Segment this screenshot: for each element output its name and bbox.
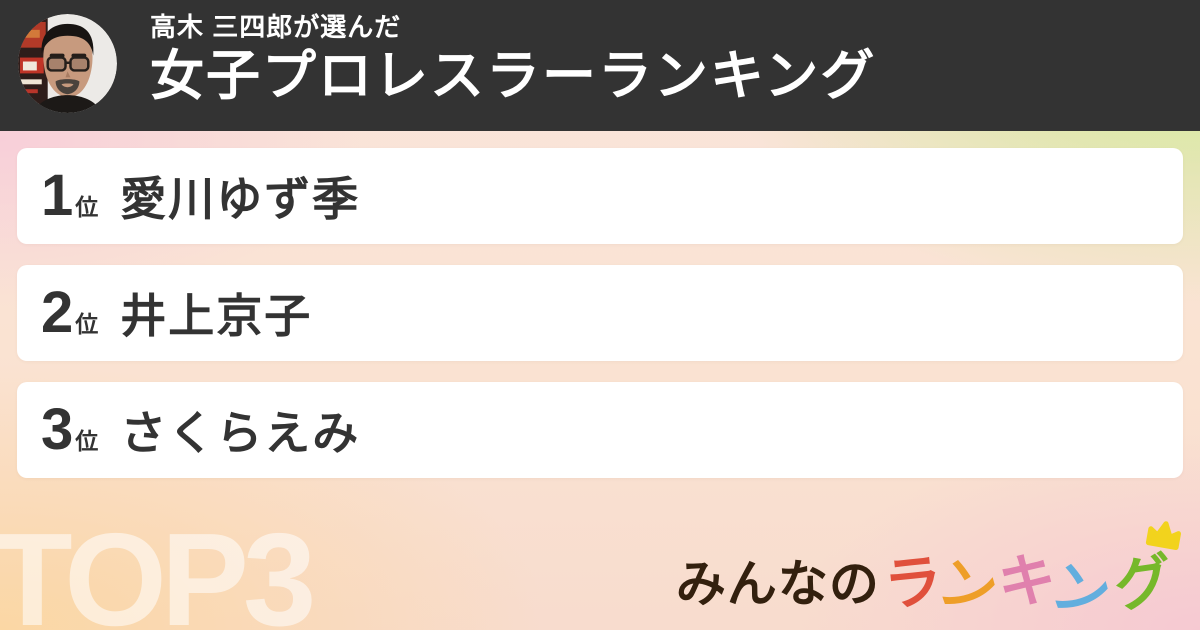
rank-badge: 2 位 [41, 284, 98, 342]
rank-suffix: 位 [75, 194, 99, 220]
rank-number: 1 [41, 163, 74, 228]
logo-letter: ン [931, 548, 1004, 626]
rank-badge: 3 位 [41, 401, 98, 459]
ranking-row-3: 3 位 さくらえみ [17, 382, 1183, 478]
ranking-row-1: 1 位 愛川ゆず季 [17, 148, 1183, 244]
logo-last-letter-wrap: グ [1110, 521, 1181, 620]
avatar-photo-illustration [18, 14, 117, 113]
author-line: 高木 三四郎が選んだ [150, 12, 402, 42]
wrestler-name: さくらえみ [120, 407, 361, 459]
page-title: 女子プロレスラーランキング [150, 46, 877, 107]
wrestler-name: 井上京子 [120, 290, 313, 342]
header-text: 高木 三四郎が選んだ 女子プロレスラーランキング [150, 10, 876, 109]
logo-letter: ン [1044, 552, 1117, 630]
rank-suffix: 位 [75, 311, 99, 337]
crown-icon [1145, 521, 1181, 551]
top3-watermark: TOP3 [0, 506, 316, 630]
ranking-row-2: 2 位 井上京子 [17, 265, 1183, 361]
rank-number: 3 [41, 397, 74, 462]
logo-prefix-text: みんなの [675, 556, 880, 612]
rank-number: 2 [41, 280, 74, 345]
minnano-ranking-logo: みんなの ラ ン キ ン グ [675, 521, 1181, 630]
wrestler-name: 愛川ゆず季 [120, 173, 361, 225]
author-avatar [18, 14, 117, 113]
rank-badge: 1 位 [41, 167, 98, 225]
rank-suffix: 位 [75, 428, 99, 454]
logo-letter: グ [1109, 547, 1177, 620]
header: 高木 三四郎が選んだ 女子プロレスラーランキング [0, 0, 1200, 131]
ranking-list: 1 位 愛川ゆず季 2 位 井上京子 3 位 さくらえみ [0, 131, 1200, 495]
